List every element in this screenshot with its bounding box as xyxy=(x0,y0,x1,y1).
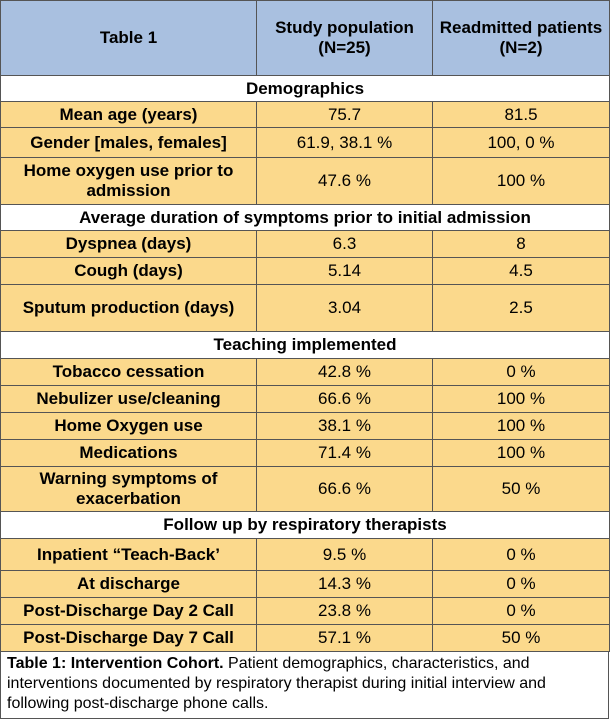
row-label: Nebulizer use/cleaning xyxy=(0,385,257,413)
table-row: Sputum production (days) 3.04 2.5 xyxy=(0,284,610,332)
row-label: Dyspnea (days) xyxy=(0,230,257,258)
section-title: Teaching implemented xyxy=(0,331,610,359)
study-value: 61.9, 38.1 % xyxy=(256,127,433,158)
section-title: Average duration of symptoms prior to in… xyxy=(0,204,610,231)
study-value: 71.4 % xyxy=(256,439,433,467)
section-title: Demographics xyxy=(0,75,610,102)
header-table-label: Table 1 xyxy=(0,0,257,76)
readmitted-value: 50 % xyxy=(432,624,610,652)
table-row: Nebulizer use/cleaning 66.6 % 100 % xyxy=(0,385,610,413)
row-label: Home oxygen use prior to admission xyxy=(0,157,257,205)
readmitted-value: 2.5 xyxy=(432,284,610,332)
table-caption: Table 1: Intervention Cohort. Patient de… xyxy=(0,652,609,719)
caption-text: Patient demographics, characteristics, a… xyxy=(7,655,546,712)
table-row: Post-Discharge Day 7 Call 57.1 % 50 % xyxy=(0,624,610,652)
table-row: Home oxygen use prior to admission 47.6 … xyxy=(0,157,610,205)
readmitted-value: 100 % xyxy=(432,412,610,440)
table-row: Tobacco cessation 42.8 % 0 % xyxy=(0,358,610,386)
section-header-row: Demographics xyxy=(0,75,610,102)
header-readmitted-patients: Readmitted patients (N=2) xyxy=(432,0,610,76)
table-row: Dyspnea (days) 6.3 8 xyxy=(0,230,610,258)
row-label: Cough (days) xyxy=(0,257,257,285)
readmitted-value: 0 % xyxy=(432,597,610,625)
row-label: Post-Discharge Day 7 Call xyxy=(0,624,257,652)
study-value: 66.6 % xyxy=(256,466,433,512)
row-label: Post-Discharge Day 2 Call xyxy=(0,597,257,625)
table-row: Medications 71.4 % 100 % xyxy=(0,439,610,467)
study-value: 9.5 % xyxy=(256,538,433,571)
readmitted-value: 81.5 xyxy=(432,101,610,128)
table-row: Inpatient “Teach-Back’ 9.5 % 0 % xyxy=(0,538,610,571)
readmitted-value: 100 % xyxy=(432,439,610,467)
study-value: 3.04 xyxy=(256,284,433,332)
row-label: Medications xyxy=(0,439,257,467)
readmitted-value: 0 % xyxy=(432,570,610,598)
row-label: Tobacco cessation xyxy=(0,358,257,386)
section-header-row: Average duration of symptoms prior to in… xyxy=(0,204,610,231)
row-label: Gender [males, females] xyxy=(0,127,257,158)
readmitted-value: 100 % xyxy=(432,157,610,205)
study-value: 66.6 % xyxy=(256,385,433,413)
readmitted-value: 8 xyxy=(432,230,610,258)
row-label: Mean age (years) xyxy=(0,101,257,128)
study-value: 57.1 % xyxy=(256,624,433,652)
study-value: 38.1 % xyxy=(256,412,433,440)
header-study-population: Study population (N=25) xyxy=(256,0,433,76)
study-value: 47.6 % xyxy=(256,157,433,205)
table-row: At discharge 14.3 % 0 % xyxy=(0,570,610,598)
table-row: Home Oxygen use 38.1 % 100 % xyxy=(0,412,610,440)
study-value: 6.3 xyxy=(256,230,433,258)
section-title: Follow up by respiratory therapists xyxy=(0,511,610,539)
readmitted-value: 100 % xyxy=(432,385,610,413)
readmitted-value: 50 % xyxy=(432,466,610,512)
study-value: 23.8 % xyxy=(256,597,433,625)
readmitted-value: 0 % xyxy=(432,538,610,571)
study-value: 5.14 xyxy=(256,257,433,285)
table-row: Post-Discharge Day 2 Call 23.8 % 0 % xyxy=(0,597,610,625)
caption-title: Table 1: Intervention Cohort. xyxy=(7,655,224,672)
readmitted-value: 4.5 xyxy=(432,257,610,285)
row-label: Sputum production (days) xyxy=(0,284,257,332)
row-label: Warning symptoms of exacerbation xyxy=(0,466,257,512)
row-label: Home Oxygen use xyxy=(0,412,257,440)
readmitted-value: 100, 0 % xyxy=(432,127,610,158)
study-value: 42.8 % xyxy=(256,358,433,386)
row-label: At discharge xyxy=(0,570,257,598)
section-header-row: Follow up by respiratory therapists xyxy=(0,511,610,539)
table-row: Mean age (years) 75.7 81.5 xyxy=(0,101,610,128)
table-row: Cough (days) 5.14 4.5 xyxy=(0,257,610,285)
data-table: Table 1 Study population (N=25) Readmitt… xyxy=(0,0,610,652)
row-label: Inpatient “Teach-Back’ xyxy=(0,538,257,571)
study-value: 14.3 % xyxy=(256,570,433,598)
table-row: Warning symptoms of exacerbation 66.6 % … xyxy=(0,466,610,512)
study-value: 75.7 xyxy=(256,101,433,128)
section-header-row: Teaching implemented xyxy=(0,331,610,359)
table-row: Gender [males, females] 61.9, 38.1 % 100… xyxy=(0,127,610,158)
table-header-row: Table 1 Study population (N=25) Readmitt… xyxy=(0,0,610,76)
readmitted-value: 0 % xyxy=(432,358,610,386)
